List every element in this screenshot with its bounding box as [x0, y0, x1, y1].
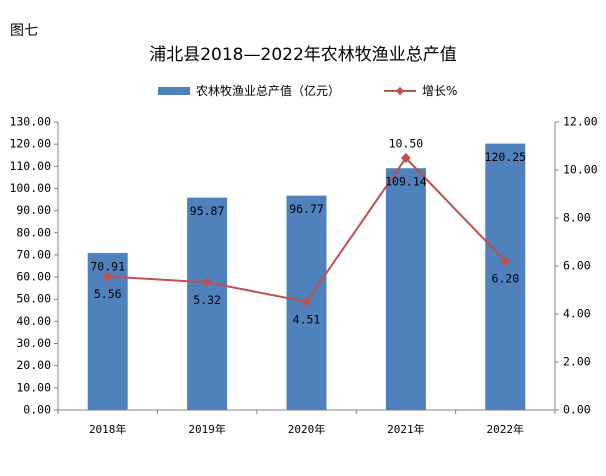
figure-label: 图七	[10, 23, 38, 39]
legend-item-line: 增长%	[384, 82, 457, 99]
legend-bar-swatch	[158, 86, 190, 95]
y-left-tick-label: 120.00	[9, 137, 51, 151]
y-left-tick-label: 130.00	[9, 115, 51, 129]
legend-line-label: 增长%	[422, 84, 458, 98]
y-left-tick-label: 50.00	[16, 292, 51, 306]
x-tick-label: 2021年	[387, 422, 425, 436]
bar-value-label: 120.25	[485, 150, 527, 164]
growth-point	[400, 153, 411, 163]
y-right-tick-label: 6.00	[563, 259, 591, 273]
legend: 农林牧渔业总产值（亿元） 增长%	[158, 82, 501, 99]
y-right-tick-label: 8.00	[563, 211, 591, 225]
bar	[385, 168, 426, 410]
growth-value-label: 5.32	[193, 293, 221, 307]
bar-value-label: 109.14	[385, 175, 427, 189]
y-right-tick-label: 4.00	[563, 307, 591, 321]
bar-value-label: 95.87	[190, 204, 225, 218]
growth-point	[202, 277, 213, 288]
growth-point	[500, 256, 511, 267]
y-right-tick-label: 12.00	[563, 115, 598, 129]
bar-value-label: 70.91	[90, 259, 125, 273]
y-left-tick-label: 80.00	[16, 225, 51, 239]
y-right-tick-label: 0.00	[563, 403, 591, 417]
chart-title: 浦北县2018—2022年农林牧渔业总产值	[149, 45, 457, 65]
y-left-tick-label: 0.00	[23, 403, 51, 417]
bar-value-label: 96.77	[289, 202, 324, 216]
x-tick-label: 2022年	[487, 422, 525, 436]
y-left-tick-label: 60.00	[16, 270, 51, 284]
y-left-tick-label: 30.00	[16, 336, 51, 350]
y-right-tick-label: 10.00	[563, 163, 598, 177]
x-tick-label: 2020年	[288, 422, 326, 436]
y-left-tick-label: 10.00	[16, 380, 51, 394]
growth-value-label: 10.50	[389, 137, 424, 151]
growth-value-label: 6.20	[491, 272, 519, 286]
growth-value-label: 5.56	[94, 287, 122, 301]
y-left-tick-label: 90.00	[16, 203, 51, 217]
legend-item-bar: 农林牧渔业总产值（亿元）	[158, 82, 340, 99]
bar	[187, 197, 228, 410]
y-left-tick-label: 110.00	[9, 159, 51, 173]
bar	[485, 143, 526, 410]
x-tick-label: 2019年	[188, 422, 226, 436]
legend-line-swatch	[384, 86, 417, 95]
growth-point	[301, 296, 312, 307]
growth-value-label: 4.51	[293, 312, 321, 326]
y-right-tick-label: 2.00	[563, 355, 591, 369]
x-tick-label: 2018年	[89, 422, 127, 436]
y-left-tick-label: 20.00	[16, 358, 51, 372]
y-left-tick-label: 100.00	[9, 181, 51, 195]
legend-bar-label: 农林牧渔业总产值（亿元）	[196, 84, 341, 98]
y-left-tick-label: 40.00	[16, 314, 51, 328]
y-left-tick-label: 70.00	[16, 247, 51, 261]
